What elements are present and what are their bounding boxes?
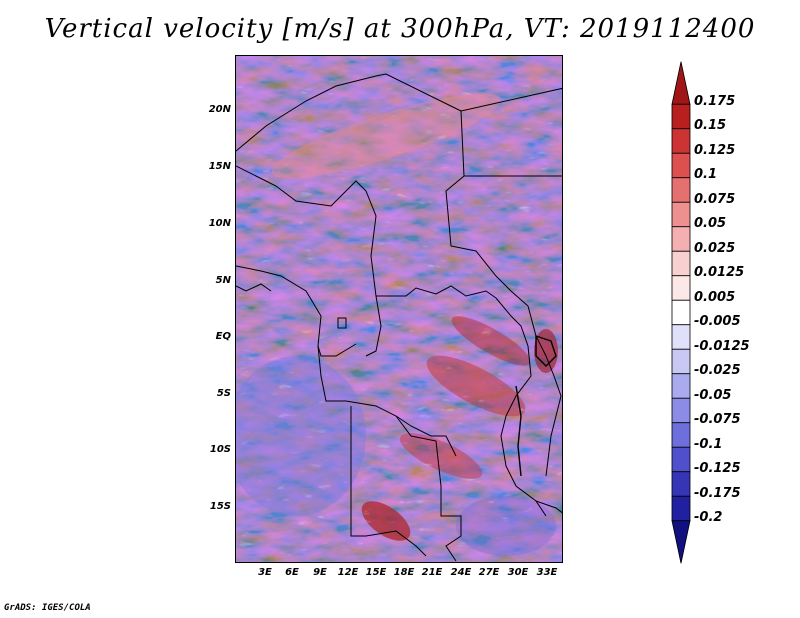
colorbar [671,61,691,564]
lat-label: 10S [209,444,231,455]
lon-label: 6E [285,567,299,578]
lat-label: EQ [215,331,231,342]
map-title: Vertical velocity [m/s] at 300hPa, VT: 2… [44,14,756,44]
colorbar-level-label: 0.15 [694,118,727,133]
colorbar-segment [671,471,691,497]
colorbar-level-label: -0.0125 [694,338,750,354]
lat-label: 15S [209,501,231,512]
colorbar-segment [671,446,691,473]
colorbar-segment [671,299,691,326]
colorbar-level-label: -0.075 [694,412,741,427]
lat-label: 20N [208,104,231,115]
colorbar-level-label: 0.075 [694,191,736,207]
footer-credit: GrADS: IGES/COLA [4,603,91,613]
colorbar-segment [671,128,691,154]
colorbar-segment [671,152,691,179]
lon-label: 27E [478,567,500,578]
colorbar-segment [671,324,691,350]
lon-label: 21E [421,567,443,578]
colorbar-segment [671,103,691,130]
lon-label: 18E [393,567,415,578]
colorbar-segment [671,226,691,252]
colorbar-level-label: 0.025 [694,240,736,256]
colorbar-level-label: 0.1 [694,167,718,182]
colorbar-top-arrow [671,61,691,105]
lon-label: 30E [507,567,529,578]
colorbar-level-label: 0.175 [694,93,736,109]
lon-label: 15E [365,567,387,578]
colorbar-segment [671,397,691,424]
colorbar-level-label: 0.005 [694,289,736,305]
lat-label: 5N [215,275,231,286]
lon-label: 24E [450,567,472,578]
colorbar-segment [671,495,691,522]
lon-label: 3E [258,567,272,578]
colorbar-level-label: 0.0125 [694,265,745,280]
map-plot-area [235,55,563,563]
lat-label: 10N [208,218,231,229]
colorbar-level-label: -0.175 [694,485,741,501]
colorbar-level-label: -0.125 [694,461,741,476]
colorbar-level-label: -0.1 [694,436,723,452]
colorbar-bottom-arrow [671,520,691,564]
colorbar-level-label: -0.05 [694,387,732,403]
velocity-field [236,56,562,562]
colorbar-level-label: 0.125 [694,142,736,158]
colorbar-segment [671,275,691,301]
lon-label: 9E [313,567,327,578]
colorbar-level-label: -0.025 [694,363,741,378]
colorbar-segment [671,422,691,448]
colorbar-segment [671,201,691,228]
colorbar-level-label: 0.05 [694,216,727,231]
lat-label: 15N [208,161,231,172]
lon-label: 12E [337,567,359,578]
colorbar-segment [671,250,691,277]
colorbar-segment [671,348,691,375]
colorbar-segment [671,373,691,399]
lon-label: 33E [536,567,558,578]
colorbar-level-label: -0.005 [694,314,741,329]
colorbar-level-label: -0.2 [694,510,723,525]
colorbar-segment [671,177,691,203]
lat-label: 5S [216,388,231,399]
